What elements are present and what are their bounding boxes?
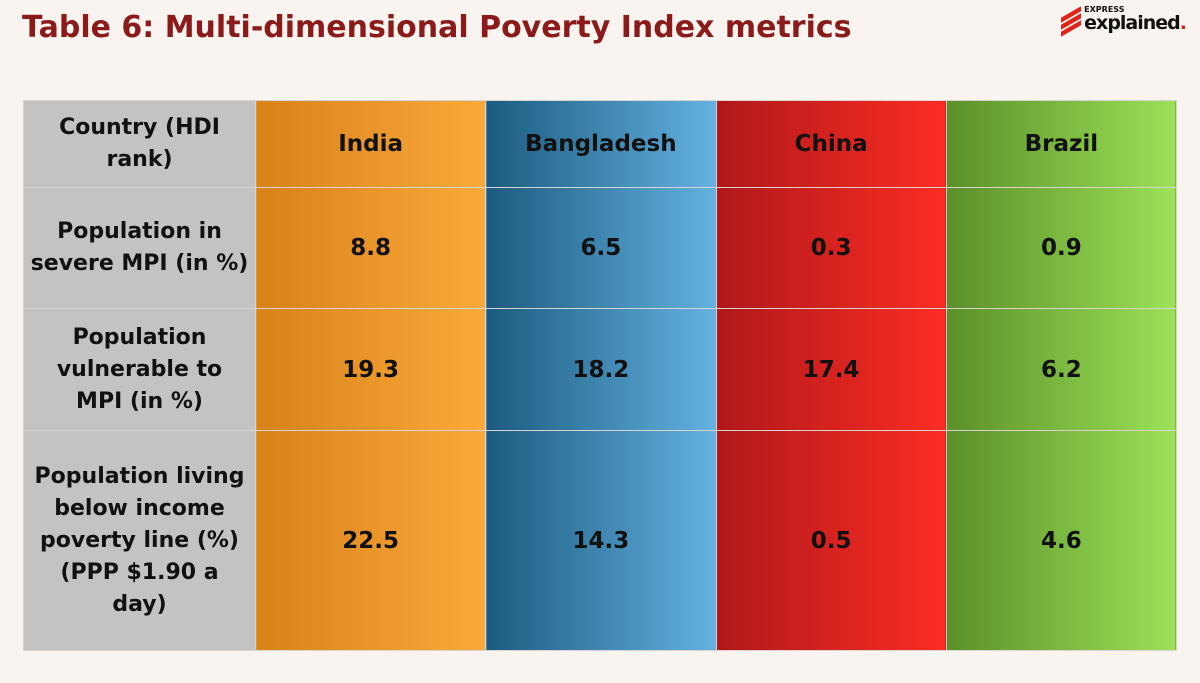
table-cell: 14.3 [485, 430, 717, 651]
logo-top-text: EXPRESS [1084, 5, 1125, 14]
express-explained-logo: EXPRESS explained. [1061, 5, 1187, 37]
table-row: Population living below income poverty l… [23, 430, 1178, 651]
header-label: Country (HDI rank) [23, 100, 256, 188]
mpi-table: Country (HDI rank) India Bangladesh Chin… [23, 100, 1178, 651]
row-label: Population vulnerable to MPI (in %) [23, 308, 256, 431]
table-row: Population vulnerable to MPI (in %) 19.3… [23, 308, 1178, 431]
row-label: Population in severe MPI (in %) [23, 187, 256, 309]
row-label: Population living below income poverty l… [23, 430, 256, 651]
table-cell: 0.5 [715, 430, 947, 651]
table-cell: 4.6 [945, 430, 1178, 651]
table-cell: 6.5 [485, 187, 717, 309]
column-header-bangladesh: Bangladesh [485, 100, 717, 188]
table-cell: 17.4 [715, 308, 947, 431]
column-header-china: China [715, 100, 947, 188]
table-cell: 8.8 [254, 187, 487, 309]
logo-stripes-icon [1061, 5, 1082, 37]
table-cell: 0.3 [715, 187, 947, 309]
page-title: Table 6: Multi-dimensional Poverty Index… [22, 10, 852, 45]
table-cell: 19.3 [254, 308, 487, 431]
table-cell: 18.2 [485, 308, 717, 431]
table-header-row: Country (HDI rank) India Bangladesh Chin… [23, 100, 1178, 188]
logo-main-text: explained. [1084, 12, 1187, 34]
column-header-brazil: Brazil [945, 100, 1178, 188]
table-cell: 0.9 [945, 187, 1178, 309]
table-cell: 22.5 [254, 430, 487, 651]
table-row: Population in severe MPI (in %) 8.8 6.5 … [23, 187, 1178, 309]
table-cell: 6.2 [945, 308, 1178, 431]
column-header-india: India [254, 100, 487, 188]
